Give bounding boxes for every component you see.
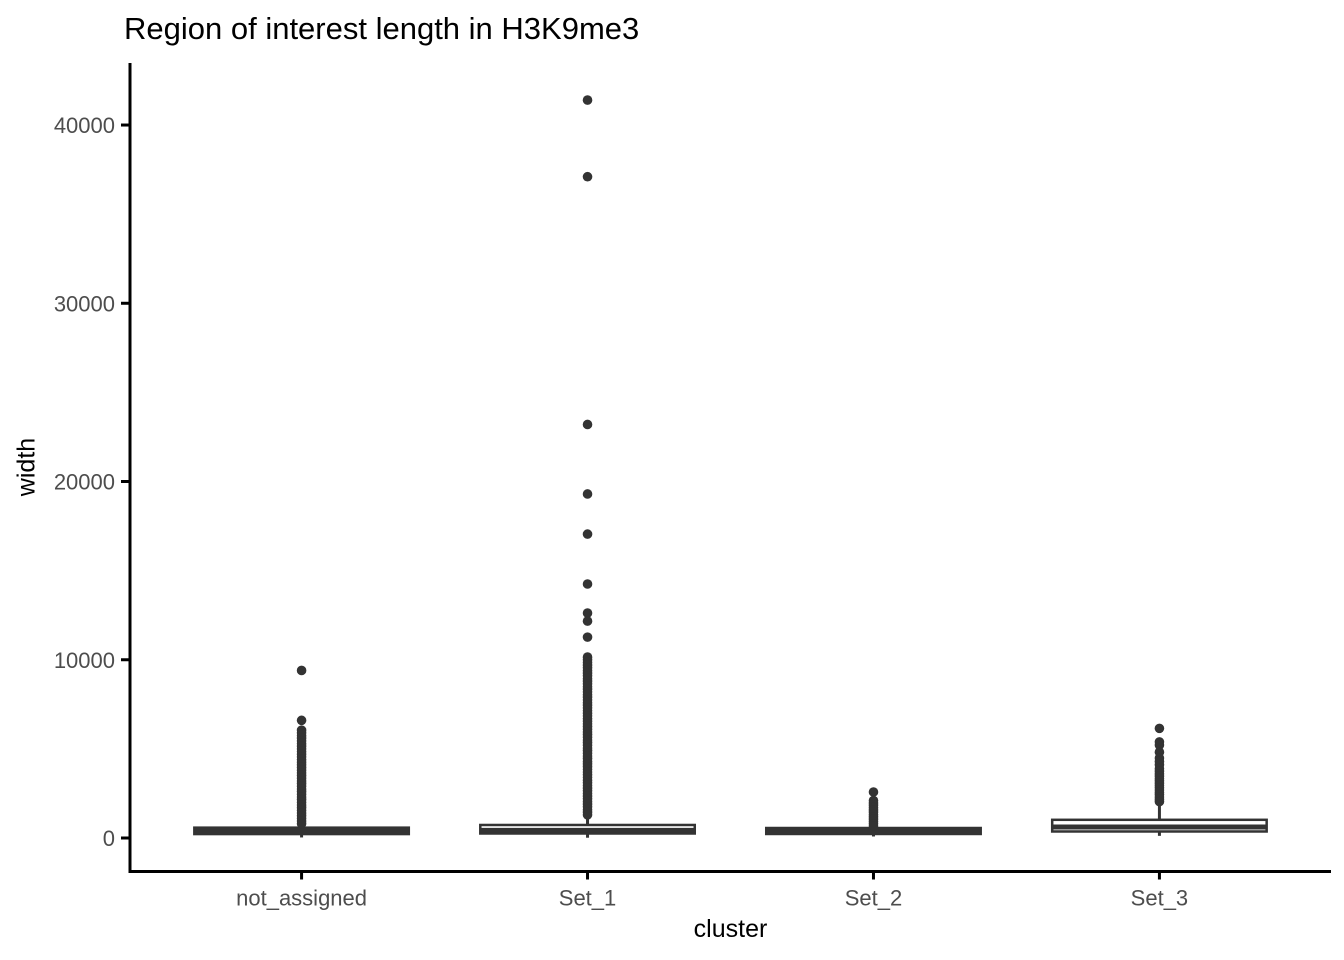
y-tick-label: 10000 (54, 648, 115, 673)
outlier-dot (296, 715, 307, 726)
outlier-dot (582, 95, 593, 105)
y-tick-label: 0 (103, 826, 115, 851)
outlier-dot (582, 489, 593, 499)
outlier-dot (582, 579, 593, 589)
x-tick-label: Set_1 (559, 886, 617, 911)
x-tick-label: Set_2 (845, 886, 903, 911)
outlier-dot (296, 665, 307, 676)
outlier-dot (868, 787, 879, 797)
outlier-dot (582, 616, 593, 626)
outlier-dot (1154, 796, 1165, 807)
outlier-dot (582, 608, 593, 618)
outlier-dot (582, 810, 593, 820)
outlier-dot (582, 632, 593, 642)
x-tick-label: Set_3 (1131, 886, 1189, 911)
outlier-dot (582, 171, 593, 182)
outlier-dot (582, 529, 593, 539)
x-axis-title: cluster (693, 915, 768, 943)
outlier-dot (1154, 723, 1165, 734)
x-tick-label: not_assigned (236, 886, 367, 911)
outlier-dot (868, 821, 879, 831)
outlier-dot (1154, 740, 1165, 750)
y-axis-title: width (12, 437, 41, 497)
outlier-dot (296, 818, 307, 829)
outlier-dot (582, 419, 593, 430)
y-tick-label: 20000 (54, 470, 115, 495)
chart-title: Region of interest length in H3K9me3 (124, 11, 640, 46)
y-tick-label: 30000 (54, 291, 115, 316)
y-tick-label: 40000 (54, 113, 115, 138)
